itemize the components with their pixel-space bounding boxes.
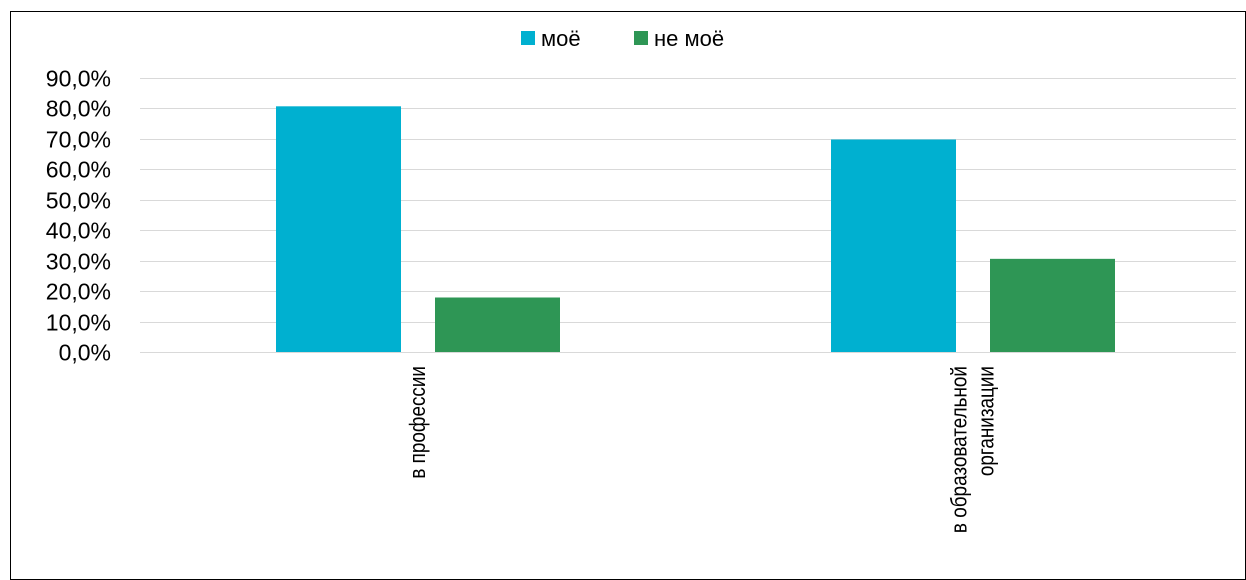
category-label: организации: [974, 366, 999, 476]
legend-label: моё: [541, 26, 581, 51]
legend-swatch: [634, 31, 648, 45]
y-tick-label: 0,0%: [59, 340, 111, 366]
y-tick-label: 80,0%: [46, 96, 111, 122]
y-tick-label: 10,0%: [46, 310, 111, 336]
bar-moe-2: [831, 139, 956, 352]
y-tick-label: 20,0%: [46, 279, 111, 305]
legend-label: не моё: [654, 26, 724, 51]
bar-ne-moe-1: [435, 297, 560, 352]
y-tick-label: 50,0%: [46, 188, 111, 214]
y-tick-label: 40,0%: [46, 218, 111, 244]
bar-moe-1: [276, 106, 401, 353]
category-label: в образовательной: [947, 366, 972, 533]
bars: [276, 106, 1115, 353]
legend: моё не моё: [521, 26, 724, 51]
category-labels: в профессии в образовательной организации: [406, 366, 999, 533]
bar-ne-moe-2: [990, 258, 1115, 352]
y-tick-label: 70,0%: [46, 127, 111, 153]
y-tick-label: 90,0%: [46, 66, 111, 92]
y-tick-label: 60,0%: [46, 157, 111, 183]
legend-swatch: [521, 31, 535, 45]
category-label: в профессии: [406, 366, 431, 479]
y-axis-ticks: 0,0% 10,0% 20,0% 30,0% 40,0% 50,0% 60,0% 70,0% 8…: [46, 66, 111, 366]
y-tick-label: 30,0%: [46, 249, 111, 275]
